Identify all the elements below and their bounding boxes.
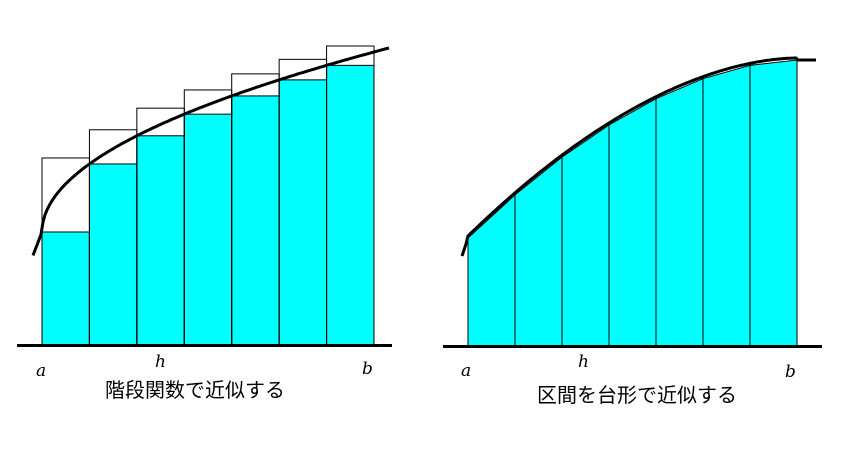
caption: 階段関数で近似する <box>105 378 285 402</box>
trapezoid-approximation-panel: a h b 区間を台形で近似する <box>443 56 822 407</box>
step-bar <box>136 135 185 346</box>
label-a: a <box>461 361 471 381</box>
function-curve <box>460 56 816 257</box>
step-bars <box>41 64 375 346</box>
step-bar <box>231 95 280 346</box>
step-bar <box>41 231 90 346</box>
step-approximation-panel: a h b 階段関数で近似する <box>17 45 392 402</box>
step-bar <box>326 64 375 346</box>
caption: 区間を台形で近似する <box>537 383 737 407</box>
label-b: b <box>785 362 796 382</box>
step-bar <box>183 113 233 346</box>
label-b: b <box>362 359 373 379</box>
step-bar <box>278 79 328 346</box>
trapezoid-area <box>467 59 798 347</box>
step-bar <box>88 163 138 346</box>
label-h: h <box>155 352 166 372</box>
trapezoid-dividers <box>514 65 751 346</box>
label-a: a <box>36 361 46 381</box>
function-curve <box>31 46 390 256</box>
label-h: h <box>578 352 589 372</box>
